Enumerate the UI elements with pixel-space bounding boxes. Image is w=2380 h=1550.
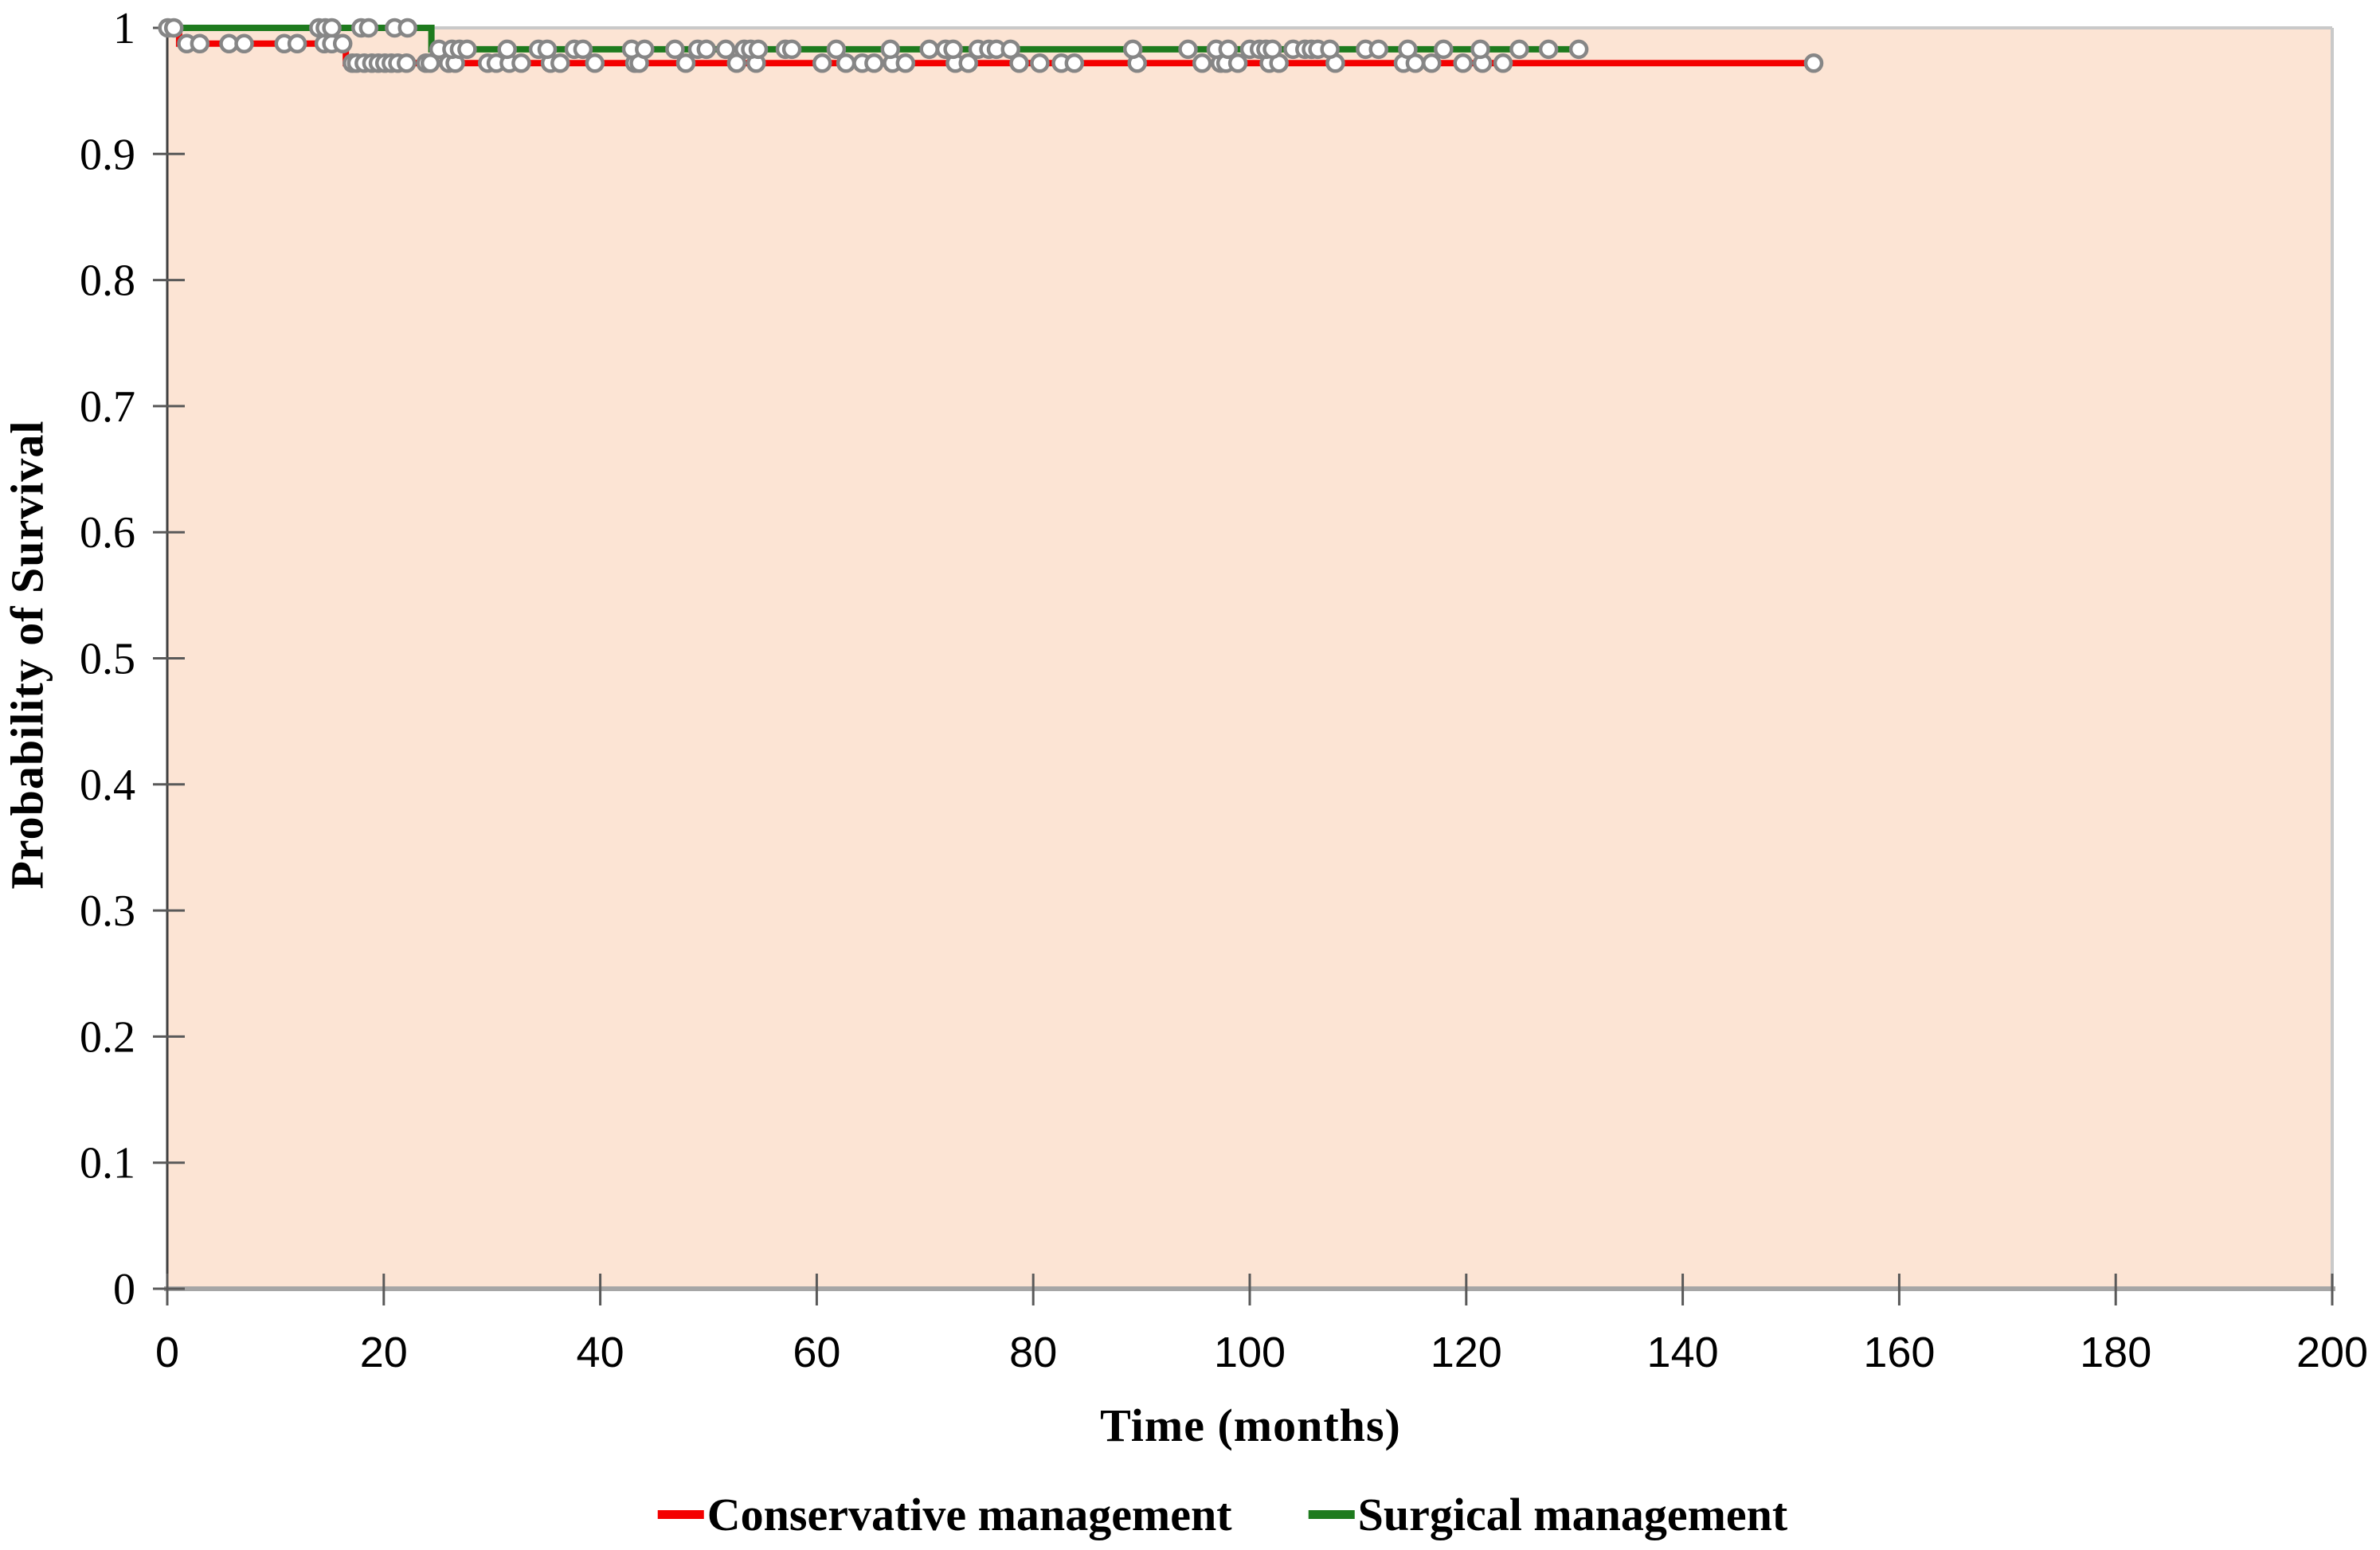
censor-mark-conservative-management [958, 53, 978, 73]
censor-mark-conservative-management [287, 33, 307, 54]
censor-mark-conservative-management [511, 53, 531, 73]
y-tick-label: 0.8 [80, 256, 135, 306]
x-tick-label: 40 [577, 1329, 624, 1376]
censor-mark-surgical-management [1262, 39, 1282, 60]
censor-mark-conservative-management [420, 53, 440, 73]
censor-mark-surgical-management [715, 39, 736, 60]
x-tick-label: 200 [2296, 1329, 2368, 1376]
censor-mark-surgical-management [1122, 39, 1143, 60]
censor-mark-conservative-management [234, 33, 254, 54]
y-tick-label: 0.6 [80, 508, 135, 558]
y-tick-label: 0.3 [80, 887, 135, 936]
censor-mark-conservative-management [1227, 53, 1248, 73]
legend-dash-red-icon [657, 1510, 704, 1519]
legend-label-surgical: Surgical management [1357, 1489, 1788, 1540]
censor-mark-surgical-management [1470, 39, 1490, 60]
censor-mark-surgical-management [1320, 39, 1340, 60]
censor-mark-surgical-management [573, 39, 593, 60]
y-tick-label: 0.7 [80, 382, 135, 432]
y-tick-label: 0.9 [80, 130, 135, 179]
legend-label-conservative: Conservative management [707, 1489, 1232, 1540]
censor-mark-surgical-management [1000, 39, 1020, 60]
censor-mark-surgical-management [665, 39, 685, 60]
x-tick-label: 100 [1214, 1329, 1286, 1376]
censor-mark-surgical-management [322, 18, 342, 38]
censor-mark-conservative-management [1422, 53, 1442, 73]
censor-mark-conservative-management [585, 53, 605, 73]
censor-mark-conservative-management [1064, 53, 1085, 73]
censor-mark-surgical-management [1398, 39, 1418, 60]
x-tick-label: 80 [1009, 1329, 1057, 1376]
plot-area [167, 28, 2332, 1289]
censor-mark-surgical-management [1218, 39, 1239, 60]
censor-mark-surgical-management [358, 18, 379, 38]
censor-mark-surgical-management [497, 39, 517, 60]
x-tick-label: 160 [1863, 1329, 1935, 1376]
censor-mark-conservative-management [550, 53, 570, 73]
censor-mark-surgical-management [1568, 39, 1589, 60]
x-tick-label: 60 [793, 1329, 840, 1376]
censor-mark-surgical-management [1368, 39, 1388, 60]
censor-mark-surgical-management [397, 18, 417, 38]
x-tick-label: 0 [155, 1329, 179, 1376]
censor-mark-conservative-management [895, 53, 916, 73]
censor-mark-surgical-management [696, 39, 717, 60]
censor-mark-conservative-management [864, 53, 884, 73]
censor-mark-conservative-management [812, 53, 832, 73]
legend-item-conservative: Conservative management [657, 1488, 1232, 1541]
x-tick-label: 140 [1647, 1329, 1719, 1376]
y-tick-label: 0 [113, 1265, 135, 1314]
censor-mark-surgical-management [1509, 39, 1529, 60]
censor-mark-surgical-management [1434, 39, 1454, 60]
censor-mark-conservative-management [190, 33, 210, 54]
censor-mark-surgical-management [163, 18, 184, 38]
x-axis-title: Time (months) [1100, 1399, 1401, 1451]
censor-mark-conservative-management [1453, 53, 1473, 73]
censor-mark-surgical-management [1178, 39, 1198, 60]
legend-dash-green-icon [1308, 1510, 1355, 1519]
censor-mark-surgical-management [880, 39, 901, 60]
censor-mark-surgical-management [781, 39, 802, 60]
y-tick-label: 1 [113, 4, 135, 53]
x-tick-label: 180 [2080, 1329, 2151, 1376]
censor-mark-conservative-management [675, 53, 696, 73]
y-tick-label: 0.5 [80, 635, 135, 684]
censor-mark-conservative-management [1493, 53, 1513, 73]
censor-mark-conservative-management [1192, 53, 1212, 73]
censor-mark-conservative-management [1803, 53, 1824, 73]
y-tick-label: 0.1 [80, 1139, 135, 1188]
censor-mark-surgical-management [919, 39, 939, 60]
legend: Conservative management Surgical managem… [657, 1488, 1788, 1541]
censor-mark-conservative-management [1030, 53, 1050, 73]
y-tick-label: 0.4 [80, 761, 135, 810]
censor-mark-surgical-management [457, 39, 477, 60]
y-tick-label: 0.2 [80, 1012, 135, 1062]
legend-item-surgical: Surgical management [1308, 1488, 1788, 1541]
x-tick-label: 120 [1431, 1329, 1502, 1376]
censor-mark-surgical-management [748, 39, 769, 60]
censor-mark-surgical-management [1538, 39, 1559, 60]
censor-mark-conservative-management [397, 53, 417, 73]
censor-mark-surgical-management [537, 39, 558, 60]
x-tick-label: 20 [360, 1329, 408, 1376]
censor-mark-conservative-management [1009, 53, 1029, 73]
censor-mark-surgical-management [943, 39, 963, 60]
censor-mark-surgical-management [635, 39, 655, 60]
y-axis-title: Probability of Survival [1, 420, 53, 890]
censor-mark-surgical-management [826, 39, 847, 60]
censor-mark-conservative-management [332, 33, 353, 54]
